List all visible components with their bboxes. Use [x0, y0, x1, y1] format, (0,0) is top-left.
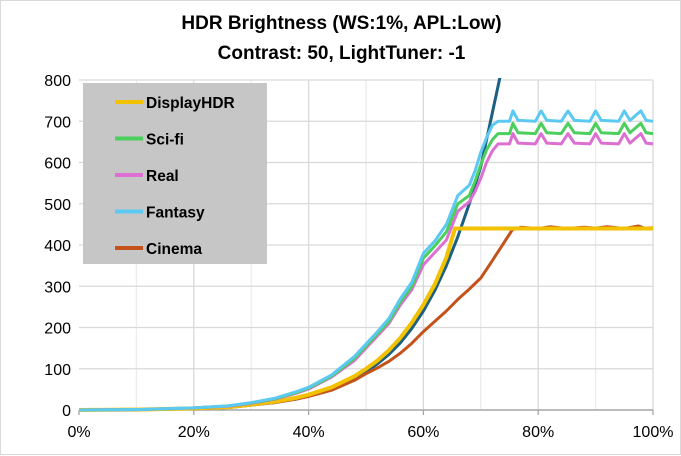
x-tick-label: 60% [407, 424, 439, 441]
legend-label: Real [146, 168, 179, 185]
y-tick-label: 0 [62, 403, 71, 420]
y-tick-label: 800 [44, 73, 71, 90]
y-tick-label: 200 [44, 321, 71, 338]
x-tick-label: 80% [522, 424, 554, 441]
legend-label: Cinema [146, 241, 202, 258]
y-tick-label: 700 [44, 114, 71, 131]
legend-box [83, 83, 267, 264]
chart-title-line-1: HDR Brightness (WS:1%, APL:Low) [181, 13, 502, 34]
x-tick-label: 40% [293, 424, 325, 441]
y-tick-label: 400 [44, 238, 71, 255]
series-line-fantasy [79, 109, 654, 412]
y-tick-label: 100 [44, 362, 71, 379]
legend-label: Sci-fi [146, 132, 184, 149]
y-tick-label: 500 [44, 197, 71, 214]
legend-label: DisplayHDR [146, 95, 235, 112]
chart-title-line-2: Contrast: 50, LightTuner: -1 [217, 43, 466, 64]
legend-label: Fantasy [146, 205, 205, 222]
y-tick-label: 300 [44, 279, 71, 296]
x-tick-label: 0% [67, 424, 90, 441]
x-tick-label: 20% [178, 424, 210, 441]
y-tick-label: 600 [44, 156, 71, 173]
x-tick-label: 100% [633, 424, 674, 441]
